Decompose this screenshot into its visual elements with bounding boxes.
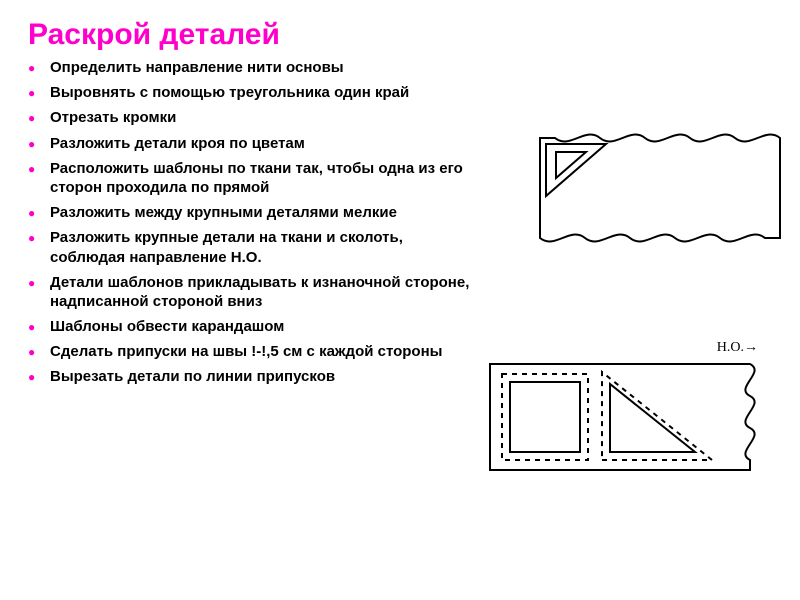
grain-direction-label: Н.О.→ <box>717 340 758 356</box>
list-item: Расположить шаблоны по ткани так, чтобы … <box>28 159 478 197</box>
list-item: Детали шаблонов прикладывать к изнаночно… <box>28 273 478 311</box>
figure-fabric-align <box>520 118 800 258</box>
list-item: Сделать припуски на швы !-!,5 см с каждо… <box>28 342 478 361</box>
list-item: Отрезать кромки <box>28 108 478 127</box>
list-item: Разложить крупные детали на ткани и скол… <box>28 228 478 266</box>
list-item: Вырезать детали по линии припусков <box>28 367 478 386</box>
list-item: Разложить между крупными деталями мелкие <box>28 203 478 222</box>
list-item: Разложить детали кроя по цветам <box>28 134 478 153</box>
bullet-list: Определить направление нити основы Выров… <box>28 58 478 387</box>
list-item: Определить направление нити основы <box>28 58 478 77</box>
figure-layout-templates: Н.О.→ <box>480 342 800 482</box>
list-item: Выровнять с помощью треугольника один кр… <box>28 83 478 102</box>
list-item: Шаблоны обвести карандашом <box>28 317 478 336</box>
slide-title: Раскрой деталей <box>28 18 772 52</box>
